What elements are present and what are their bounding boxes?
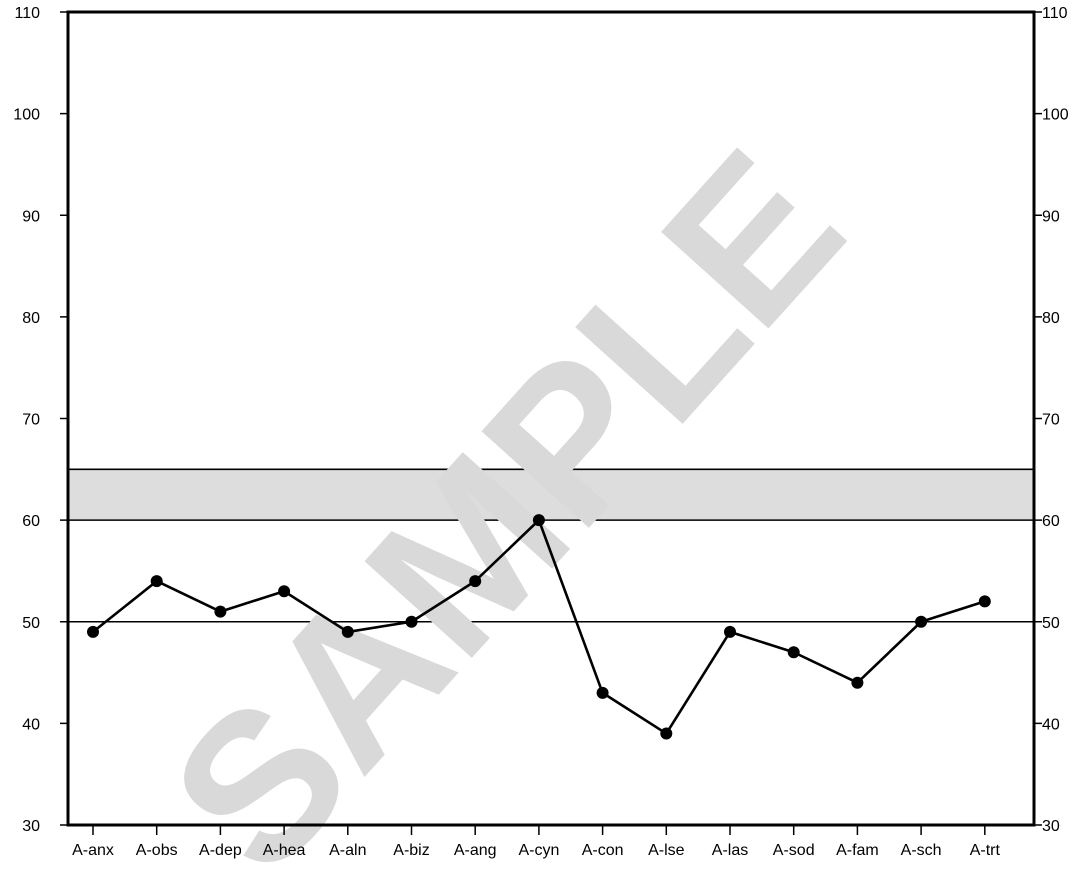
axes: 30 30 40 40 50 50 60 60 70 70 80 80 90 90 100 100 110 110 — [13, 5, 1069, 835]
y-tick-label-left: 90 — [22, 208, 40, 225]
category-label-a-obs: A-obs — [136, 842, 178, 859]
data-point-a-lse — [660, 727, 673, 740]
data-point-a-sod — [787, 646, 800, 659]
y-tick-label-right: 110 — [1042, 5, 1068, 22]
y-tick-label-right: 90 — [1042, 208, 1060, 225]
category-label-a-fam: A-fam — [836, 842, 879, 859]
y-tick-label-left: 110 — [14, 5, 40, 22]
category-label-a-hea: A-hea — [263, 842, 306, 859]
y-tick-label-left: 40 — [22, 716, 40, 733]
y-tick-label-right: 100 — [1042, 107, 1069, 124]
category-label-a-biz: A-biz — [393, 842, 429, 859]
elevated-range-band — [68, 469, 1034, 521]
y-tick-label-right: 40 — [1042, 716, 1060, 733]
data-point-a-anx — [87, 625, 99, 638]
y-tick-label-right: 80 — [1042, 310, 1060, 327]
data-point-a-sch — [915, 615, 928, 628]
data-point-a-trt — [978, 595, 991, 608]
y-tick-label-left: 30 — [22, 818, 40, 835]
y-tick-label-right: 50 — [1042, 615, 1060, 632]
y-tick-label-right: 30 — [1042, 818, 1060, 835]
category-label-a-ang: A-ang — [454, 842, 497, 859]
reference-lines — [68, 468, 1034, 623]
shaded-band — [68, 469, 1034, 521]
series-line — [87, 514, 991, 740]
data-point-a-ang — [469, 575, 482, 588]
y-tick-label-right: 60 — [1042, 513, 1060, 530]
y-tick-label-right: 70 — [1042, 412, 1060, 429]
category-label-a-con: A-con — [582, 842, 624, 859]
data-point-a-obs — [150, 575, 163, 588]
data-point-a-fam — [851, 676, 864, 689]
category-label-a-las: A-las — [712, 842, 748, 859]
category-label-a-sch: A-sch — [901, 842, 942, 859]
category-labels: A-anx A-obs A-dep A-hea A-aln A-biz A-ang A-cyn… — [72, 825, 1000, 859]
data-point-a-con — [596, 686, 609, 699]
category-label-a-aln: A-aln — [329, 842, 366, 859]
data-point-a-cyn — [532, 514, 545, 527]
category-label-a-lse: A-lse — [648, 842, 685, 859]
category-label-a-anx: A-anx — [72, 842, 114, 859]
category-label-a-dep: A-dep — [199, 842, 242, 859]
category-label-a-cyn: A-cyn — [518, 842, 559, 859]
y-tick-label-left: 50 — [22, 615, 40, 632]
category-label-a-sod: A-sod — [773, 842, 815, 859]
data-point-a-aln — [341, 625, 354, 638]
y-tick-label-left: 60 — [22, 513, 40, 530]
y-tick-label-left: 80 — [22, 310, 40, 327]
y-tick-label-left: 70 — [22, 412, 40, 429]
data-point-a-biz — [405, 615, 418, 628]
category-label-a-trt: A-trt — [970, 842, 1001, 859]
data-point-a-hea — [278, 585, 291, 598]
y-tick-label-left: 100 — [13, 107, 40, 124]
data-point-a-las — [724, 625, 736, 638]
data-point-a-dep — [214, 605, 227, 618]
